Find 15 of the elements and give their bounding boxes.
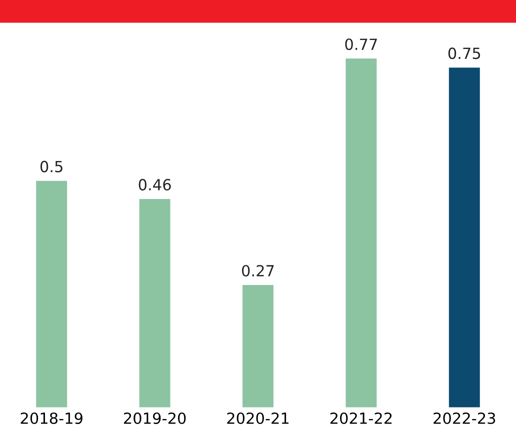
bar (346, 58, 377, 408)
data-label: 0.27 (242, 264, 274, 277)
data-label: 0.5 (40, 160, 62, 172)
data-label: 0.77 (345, 38, 377, 50)
x-tick-label: 2021-22 (330, 412, 392, 424)
bar (242, 285, 274, 408)
x-tick-label: 2019-20 (124, 412, 186, 424)
x-tick-label: 2018-19 (20, 412, 82, 424)
bar (36, 180, 68, 408)
bar (139, 198, 170, 408)
data-label: 0.75 (448, 48, 480, 60)
data-label: 0.46 (138, 178, 171, 190)
x-tick-label: 2020-21 (227, 412, 289, 424)
x-tick-label: 2022-23 (434, 412, 496, 424)
bar (448, 68, 480, 408)
